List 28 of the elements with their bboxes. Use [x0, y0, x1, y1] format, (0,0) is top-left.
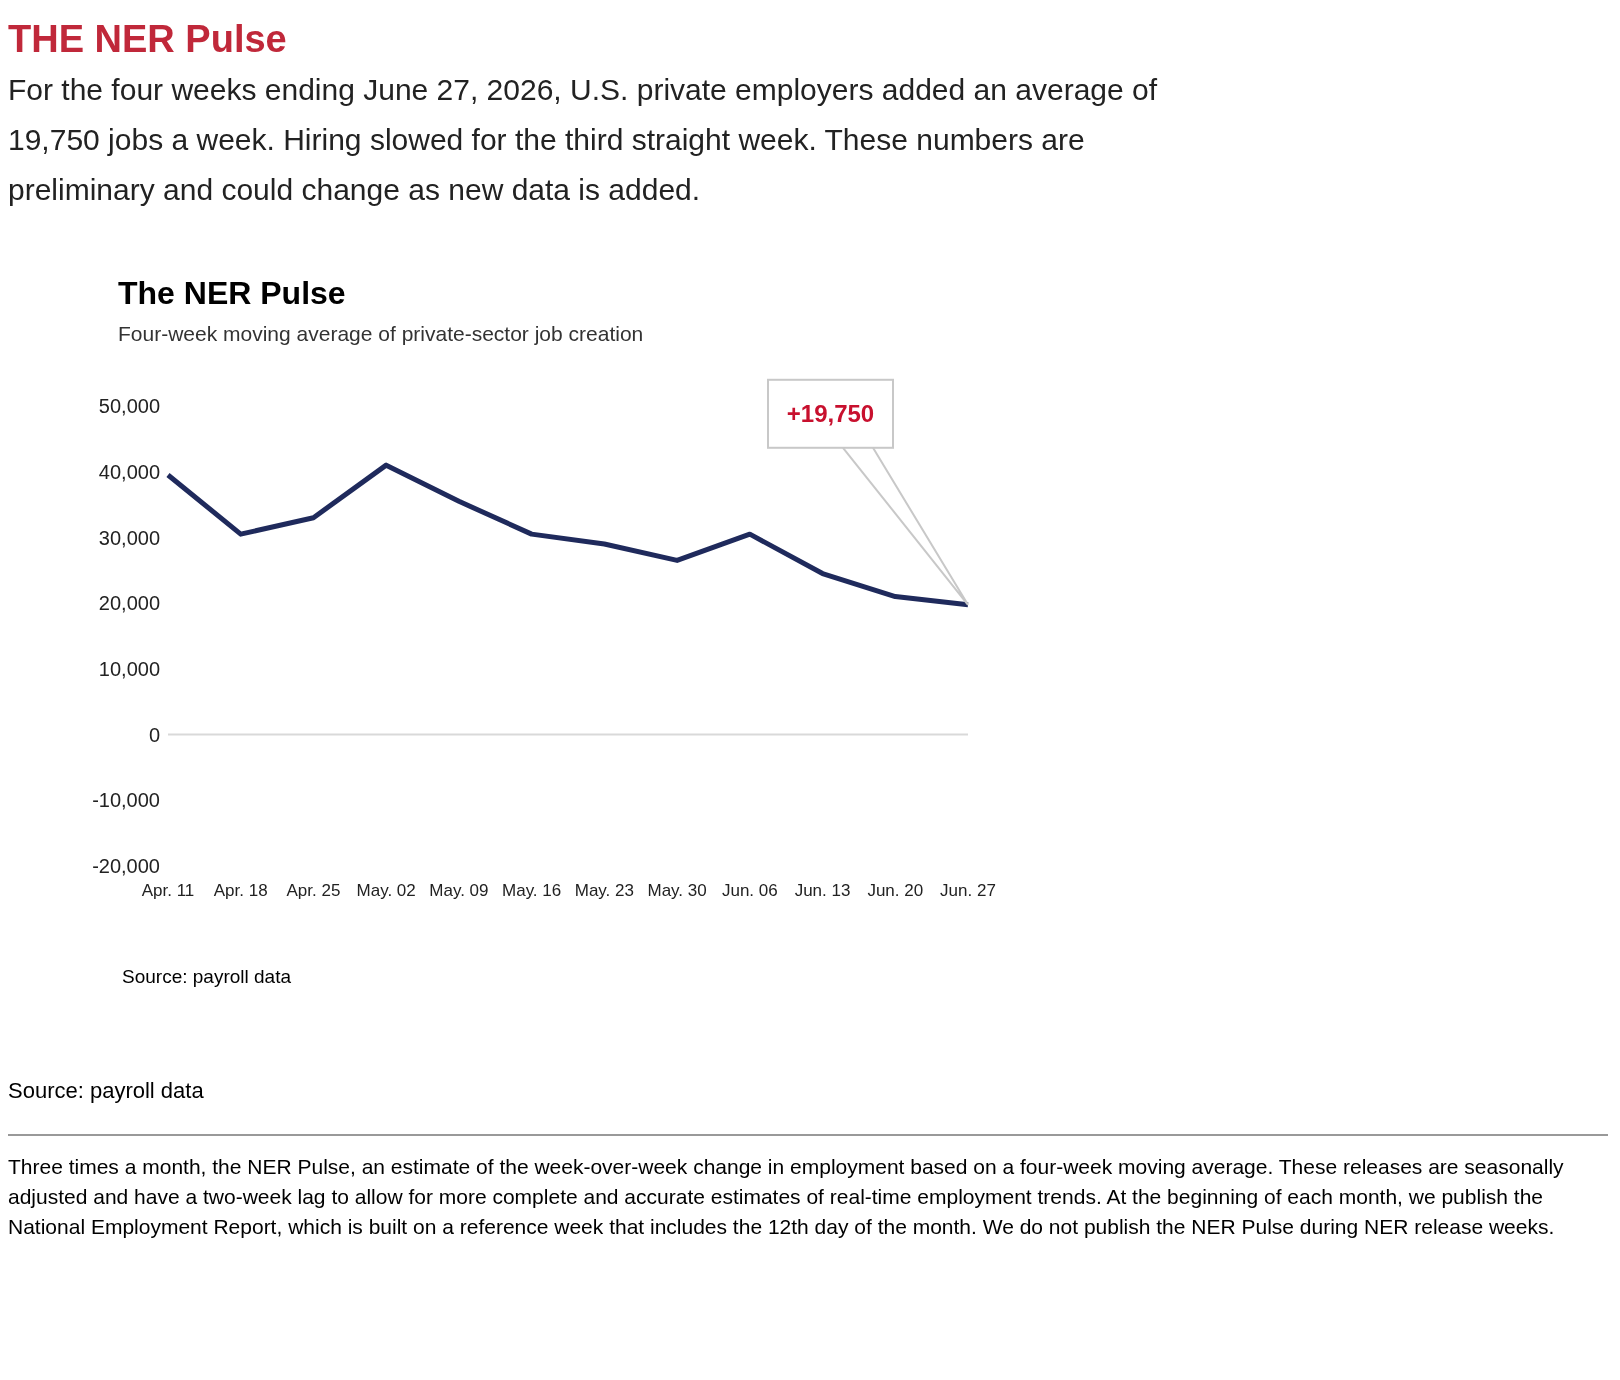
- text: The NER Pulse: [118, 275, 347, 312]
- y-tick-label: 30,000: [98, 526, 160, 549]
- y-tick-label: -10,000: [92, 789, 160, 812]
- text: Four-week moving average of private-sector job creation: [118, 322, 645, 346]
- y-tick-label: 0: [148, 723, 160, 746]
- x-tick-label: Apr. 11: [141, 881, 195, 901]
- source-note: Source: payroll data: [122, 966, 292, 988]
- y-tick-label: 50,000: [98, 395, 160, 418]
- x-tick-label: May. 16: [502, 881, 562, 901]
- x-tick-label: Apr. 25: [286, 881, 341, 901]
- chart-title: THE NER Pulse: [8, 18, 288, 61]
- x-tick-label: Jun. 13: [794, 881, 851, 901]
- x-tick-label: May. 09: [429, 881, 489, 901]
- source-note: Source: payroll data: [8, 1078, 205, 1104]
- x-tick-label: May. 23: [574, 881, 634, 901]
- x-tick-label: May. 02: [356, 881, 416, 901]
- text: Three times a month, the NER Pulse, an estimate of the week-over-week change in employment based on a four-week moving average. These releases are seasonally adjusted and have a two-week lag to allow for more complete and accurate estimates of real-time employment trends. At the beginning of each month, we publish the National Employment Report, which is built on a reference week that includes the 12th day of the month. We do not publish the NER Pulse during NER release weeks.: [8, 1154, 1565, 1240]
- x-tick-label: Apr. 18: [213, 881, 268, 901]
- x-tick-label: May. 30: [647, 881, 707, 901]
- x-tick-label: Jun. 20: [867, 881, 924, 901]
- annotation: +19,750: [786, 399, 875, 427]
- y-tick-label: -20,000: [92, 855, 160, 878]
- chart-subtitle: For the four weeks ending June 27, 2026, U.S. private employers added an average of 19,750 jobs a week. Hiring slowed for the third straight week. These numbers are preliminary and could change as new data is added.: [8, 72, 1159, 208]
- y-tick-label: 40,000: [98, 460, 160, 483]
- x-tick-label: Jun. 27: [940, 881, 996, 901]
- x-tick-label: Jun. 06: [721, 881, 778, 901]
- y-tick-label: 20,000: [98, 592, 160, 615]
- y-tick-label: 10,000: [98, 657, 160, 680]
